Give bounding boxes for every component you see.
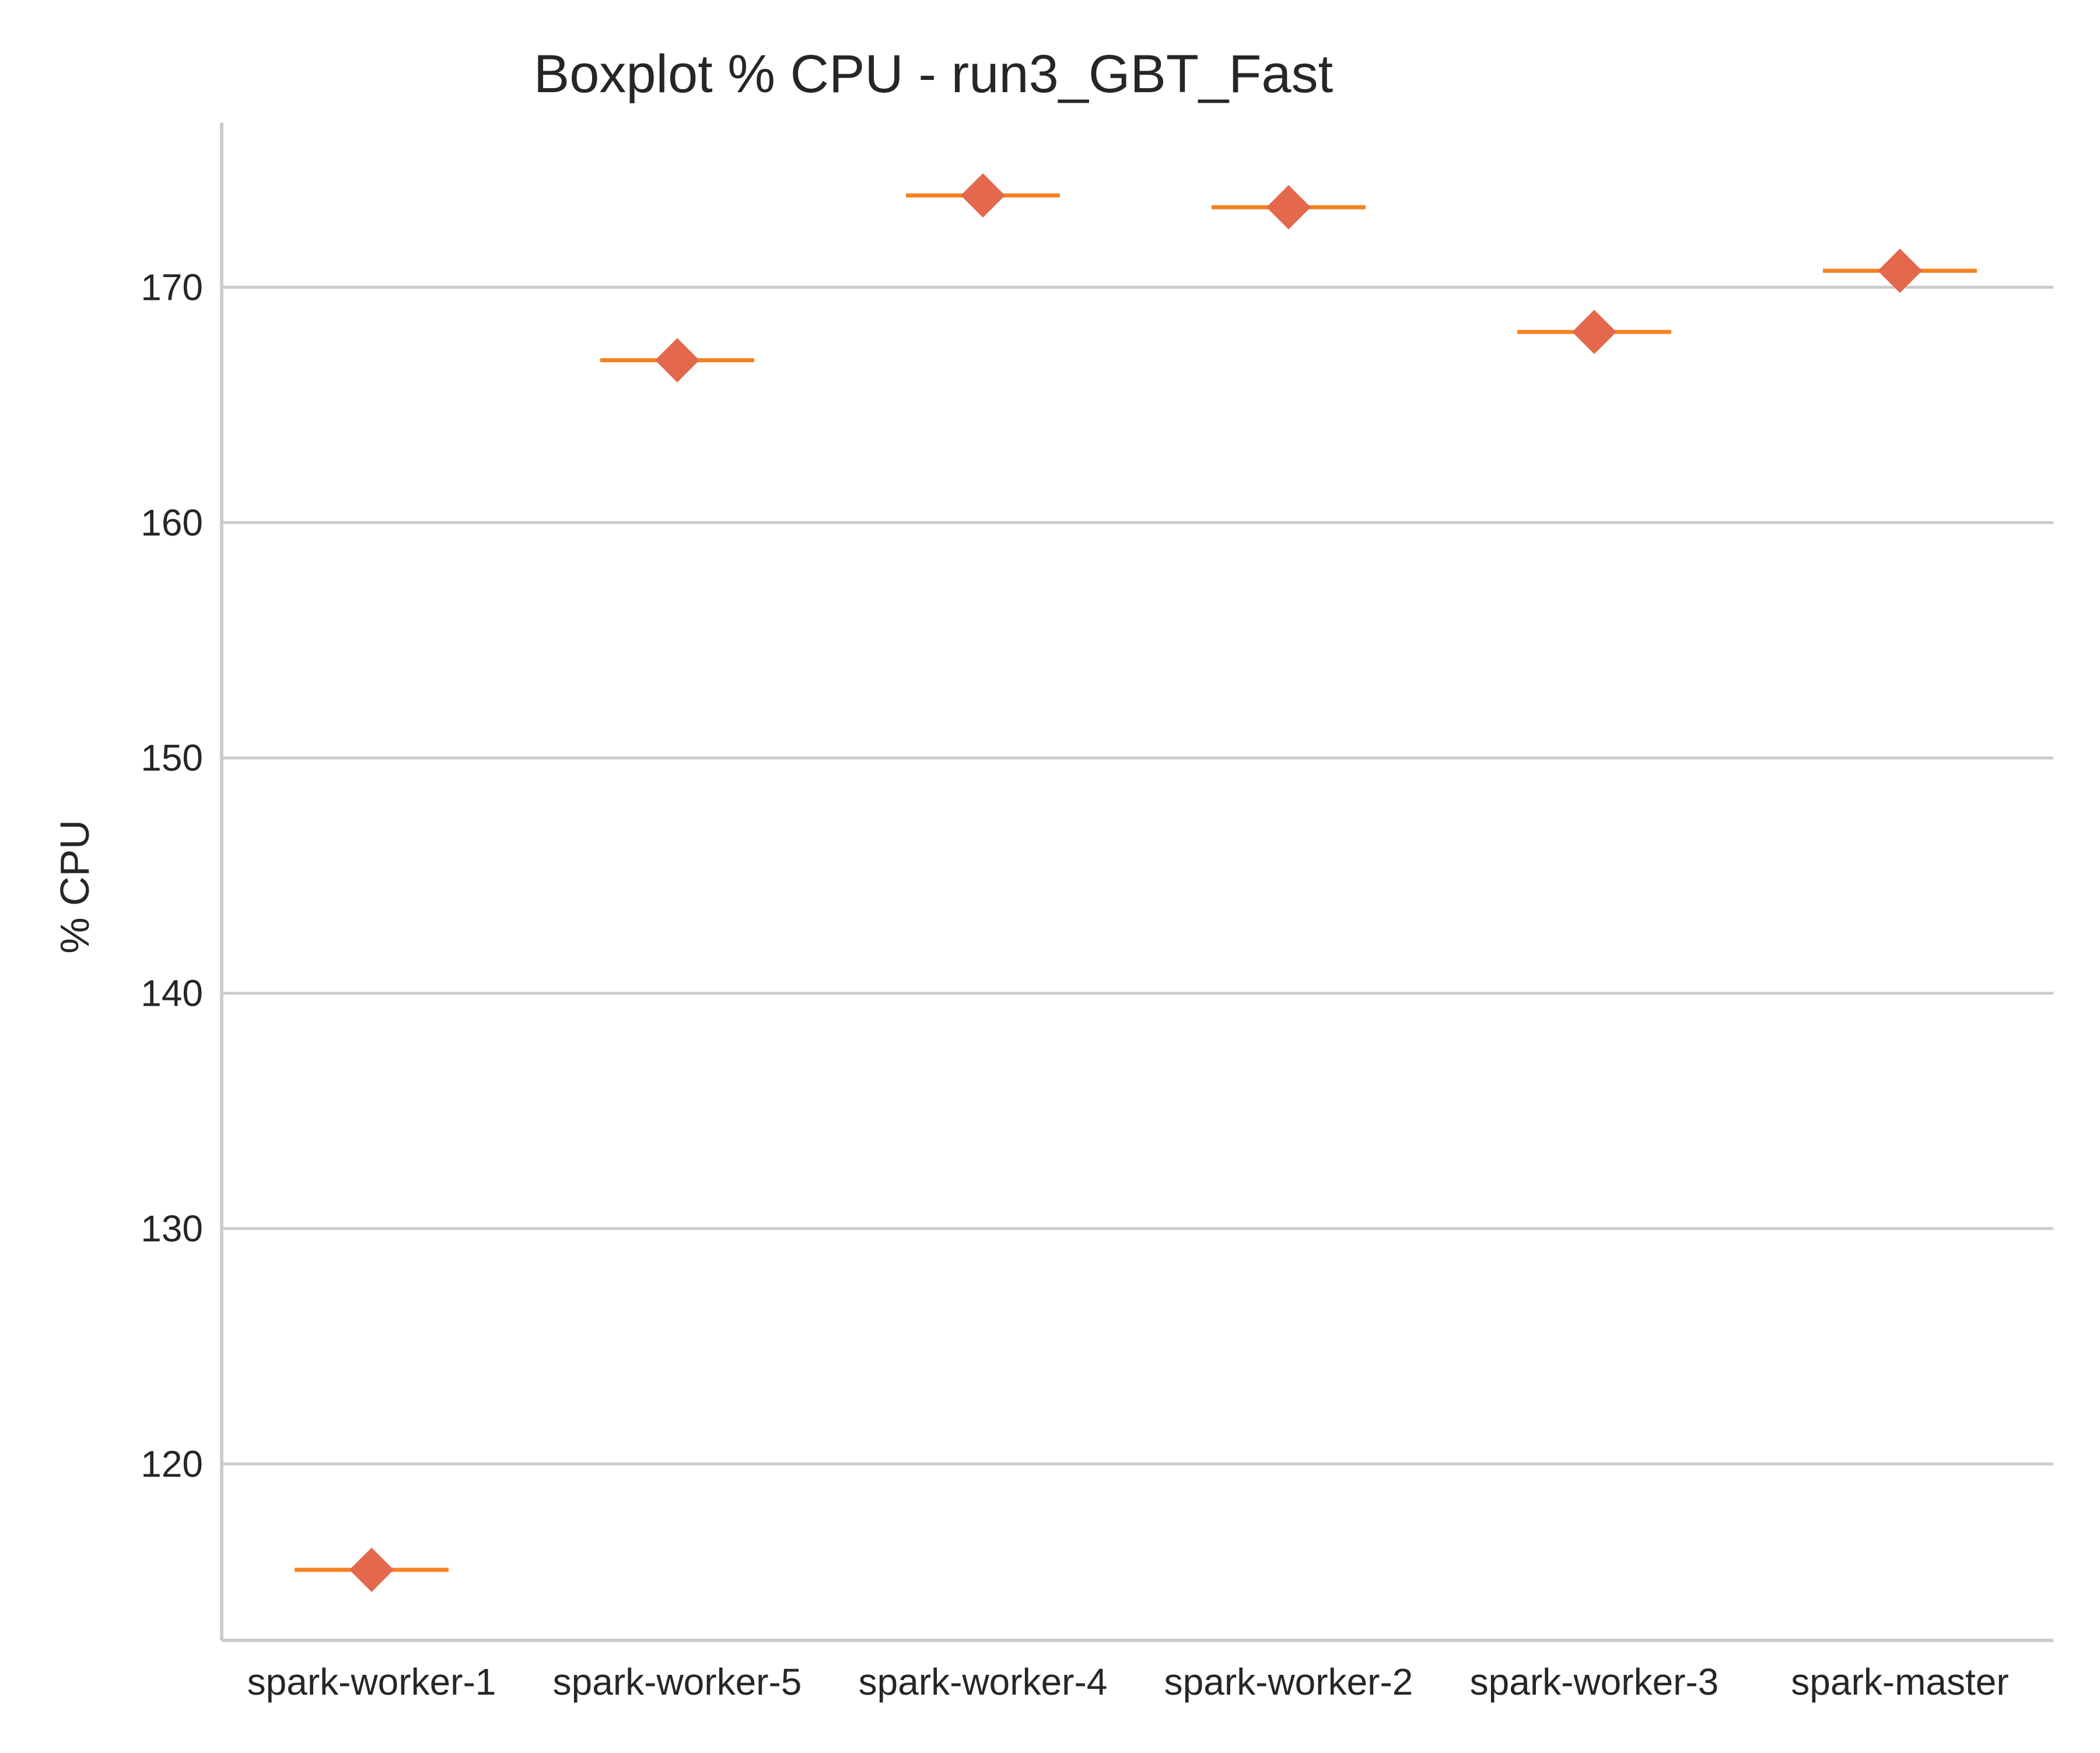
y-tick-label-150: 150	[141, 737, 203, 779]
mean-marker-spark-master	[1878, 249, 1922, 293]
mean-marker-spark-worker-1	[349, 1547, 394, 1592]
grid-lines	[222, 285, 2053, 1465]
x-tick-label-spark-master: spark-master	[1791, 1661, 2008, 1703]
axes	[220, 123, 2053, 1642]
x-tick-label-spark-worker-3: spark-worker-3	[1470, 1661, 1719, 1703]
mean-marker-spark-worker-5	[655, 338, 699, 383]
y-tick-label-120: 120	[141, 1443, 203, 1485]
y-axis-label: % CPU	[52, 820, 97, 953]
y-tick-label-160: 160	[141, 502, 203, 544]
mean-marker-spark-worker-4	[961, 173, 1005, 218]
x-tick-label-spark-worker-5: spark-worker-5	[553, 1661, 802, 1703]
x-tick-label-spark-worker-4: spark-worker-4	[859, 1661, 1108, 1703]
x-tick-label-spark-worker-1: spark-worker-1	[247, 1661, 496, 1703]
mean-marker-spark-worker-3	[1572, 310, 1616, 355]
mean-marker-spark-worker-2	[1266, 185, 1311, 230]
box-marks	[295, 173, 1977, 1592]
y-tick-label-170: 170	[141, 266, 203, 308]
y-tick-label-140: 140	[141, 972, 203, 1014]
y-tick-labels: 120 130 140 150 160 170	[141, 266, 203, 1485]
y-tick-label-130: 130	[141, 1208, 203, 1250]
x-tick-labels: spark-worker-1 spark-worker-5 spark-worker…	[247, 1661, 2009, 1703]
x-tick-label-spark-worker-2: spark-worker-2	[1164, 1661, 1413, 1703]
chart-title: Boxplot % CPU - run3_GBT_Fast	[534, 44, 1333, 104]
